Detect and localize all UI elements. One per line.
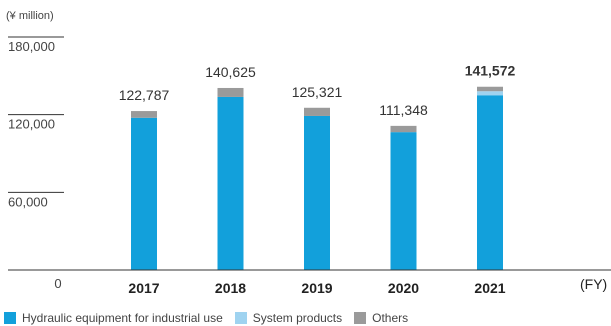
legend-item: Hydraulic equipment for industrial use	[4, 311, 223, 325]
bar-segment	[390, 132, 417, 270]
y-tick-label: 0	[54, 276, 61, 291]
legend-label: Hydraulic equipment for industrial use	[22, 311, 223, 325]
x-axis: 2017 2018 2019 2020 2021	[8, 269, 611, 296]
y-tick-label: 180,000	[8, 39, 55, 54]
bar-segment	[477, 95, 503, 270]
x-tick-label: 2020	[388, 280, 419, 296]
legend-swatch	[354, 312, 367, 324]
total-label: 140,625	[205, 64, 256, 80]
bar-segment	[217, 96, 244, 271]
x-unit-label: (FY)	[580, 276, 607, 292]
y-unit-label: (¥ million)	[6, 10, 54, 22]
bar-segment	[217, 87, 244, 97]
total-label: 111,348	[379, 102, 428, 118]
legend-label: Others	[372, 311, 409, 325]
bar-segment	[477, 91, 503, 96]
bar-segment	[131, 117, 157, 270]
y-axis: 0 60,000 120,000 180,000	[8, 36, 64, 291]
bar-segment	[390, 125, 417, 133]
total-label: 141,572	[465, 63, 516, 79]
legend-item: System products	[234, 311, 343, 325]
x-tick-label: 2021	[474, 280, 505, 296]
bar-segment	[304, 107, 330, 116]
legend-item: Others	[354, 311, 408, 325]
bar-segment	[131, 111, 157, 118]
total-label: 122,787	[119, 87, 170, 103]
bars	[131, 86, 503, 271]
y-tick-label: 60,000	[8, 194, 48, 209]
bar-chart: (¥ million) 0 60,000 120,000 180,000 122,78…	[6, 10, 611, 296]
bar-segment	[477, 86, 503, 92]
x-tick-label: 2018	[215, 280, 246, 296]
total-labels: 122,787 140,625 125,321 111,348 141,572	[119, 63, 516, 118]
legend-label: System products	[252, 311, 343, 325]
x-tick-label: 2017	[128, 280, 159, 296]
legend: Hydraulic equipment for industrial use Sy…	[4, 310, 420, 326]
bar-segment	[304, 115, 330, 270]
total-label: 125,321	[292, 84, 343, 100]
y-tick-label: 120,000	[8, 117, 55, 132]
legend-swatch	[4, 312, 16, 324]
x-tick-label: 2019	[301, 280, 332, 296]
legend-swatch	[234, 312, 247, 324]
